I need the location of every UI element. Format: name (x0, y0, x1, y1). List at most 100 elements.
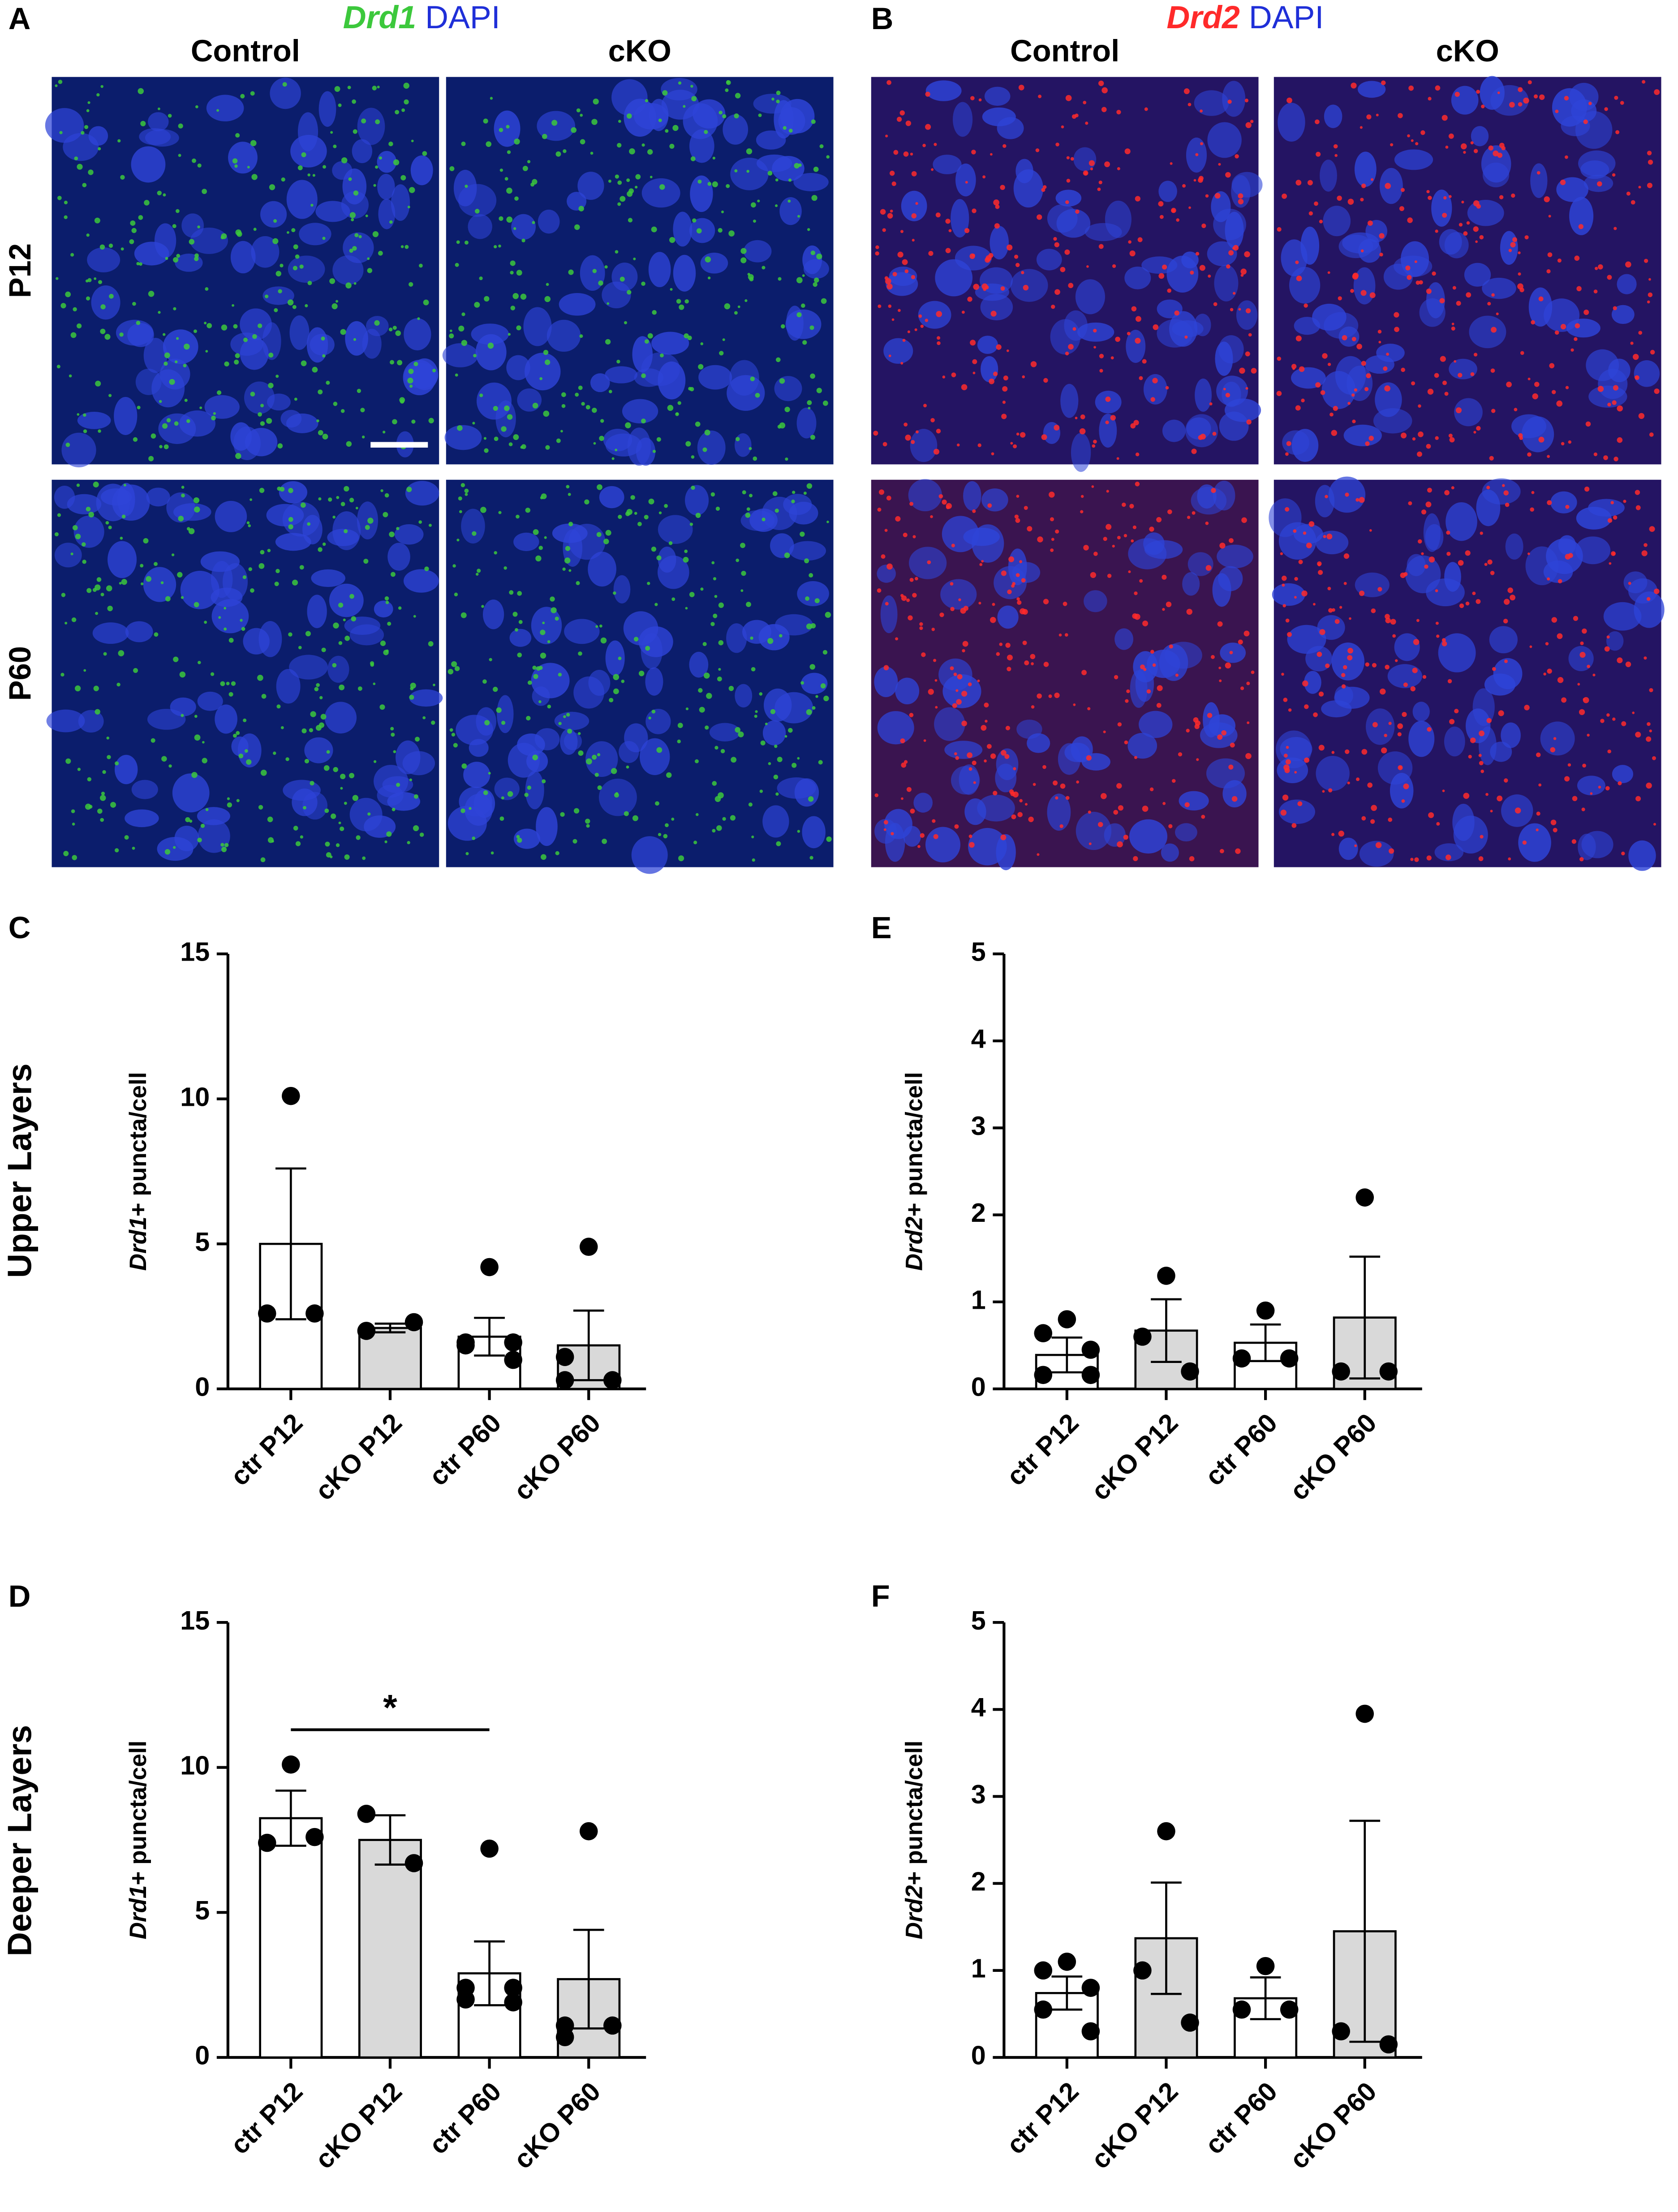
nucleus (116, 319, 154, 346)
puncta (1448, 433, 1453, 438)
nucleus (925, 80, 962, 101)
puncta (321, 336, 325, 341)
puncta (885, 134, 888, 138)
puncta (911, 213, 917, 219)
puncta (1587, 664, 1591, 668)
puncta (1466, 292, 1471, 298)
puncta (597, 753, 601, 757)
nucleus (531, 607, 562, 644)
puncta (226, 681, 230, 686)
puncta (345, 282, 352, 289)
puncta (1107, 573, 1112, 578)
puncta (1466, 221, 1470, 225)
puncta (72, 525, 78, 530)
puncta (454, 592, 458, 596)
data-point (579, 1822, 598, 1841)
puncta (266, 418, 272, 424)
nucleus (1073, 147, 1097, 172)
puncta (1200, 434, 1206, 440)
data-point (456, 1990, 475, 2009)
puncta (65, 291, 71, 298)
puncta (99, 244, 105, 250)
puncta (1133, 856, 1138, 862)
puncta (897, 251, 904, 258)
puncta (1527, 452, 1532, 457)
puncta (1397, 723, 1403, 729)
nucleus (689, 218, 715, 243)
puncta (1625, 261, 1631, 268)
puncta (84, 125, 89, 129)
puncta (460, 808, 465, 813)
puncta (540, 652, 546, 659)
puncta (482, 679, 487, 684)
puncta (1295, 405, 1301, 411)
puncta (171, 553, 175, 556)
puncta (367, 812, 371, 816)
puncta (754, 715, 757, 718)
puncta (825, 612, 831, 618)
puncta (1371, 608, 1376, 613)
puncta (620, 196, 626, 202)
puncta (882, 228, 886, 232)
nucleus (513, 532, 539, 551)
puncta (1129, 250, 1136, 257)
puncta (561, 404, 566, 408)
puncta (197, 225, 200, 229)
puncta (1575, 323, 1580, 328)
puncta (322, 542, 326, 546)
puncta (318, 547, 323, 552)
puncta (316, 683, 320, 687)
puncta (1418, 431, 1424, 437)
puncta (320, 714, 327, 720)
puncta (1218, 666, 1222, 669)
puncta (1432, 271, 1436, 276)
puncta (374, 320, 380, 326)
puncta (1545, 642, 1549, 646)
nucleus (87, 247, 120, 272)
puncta (274, 582, 279, 586)
puncta (658, 118, 662, 122)
puncta (1166, 601, 1172, 608)
nucleus (697, 430, 726, 465)
puncta (299, 565, 304, 570)
puncta (541, 493, 547, 500)
puncta (905, 121, 912, 126)
puncta (882, 442, 887, 447)
puncta (465, 493, 468, 496)
puncta (517, 591, 522, 596)
nucleus (959, 764, 980, 795)
puncta (178, 123, 183, 129)
puncta (1334, 154, 1338, 157)
puncta (173, 656, 179, 662)
puncta (920, 324, 924, 328)
puncta (611, 457, 615, 460)
data-point (480, 1839, 499, 1858)
puncta (428, 418, 434, 423)
nucleus (463, 762, 490, 788)
puncta (990, 153, 993, 156)
nucleus (1272, 583, 1305, 606)
puncta (1087, 707, 1091, 711)
puncta (591, 119, 598, 125)
puncta (322, 434, 328, 440)
nucleus (886, 272, 918, 296)
puncta (1553, 828, 1558, 832)
nucleus (777, 777, 816, 799)
puncta (165, 257, 168, 260)
puncta (1399, 206, 1404, 211)
puncta (108, 526, 112, 530)
puncta (347, 86, 351, 90)
puncta (1426, 444, 1431, 449)
puncta (338, 602, 344, 608)
puncta (344, 486, 349, 492)
puncta (788, 129, 793, 133)
puncta (392, 419, 397, 425)
puncta (1327, 586, 1331, 591)
chart-row-label: Upper Layers (1, 1063, 39, 1278)
nucleus (802, 245, 822, 274)
nucleus (559, 293, 596, 316)
puncta (403, 82, 409, 89)
puncta (1443, 196, 1447, 200)
puncta (1017, 812, 1023, 817)
nucleus (913, 793, 933, 813)
